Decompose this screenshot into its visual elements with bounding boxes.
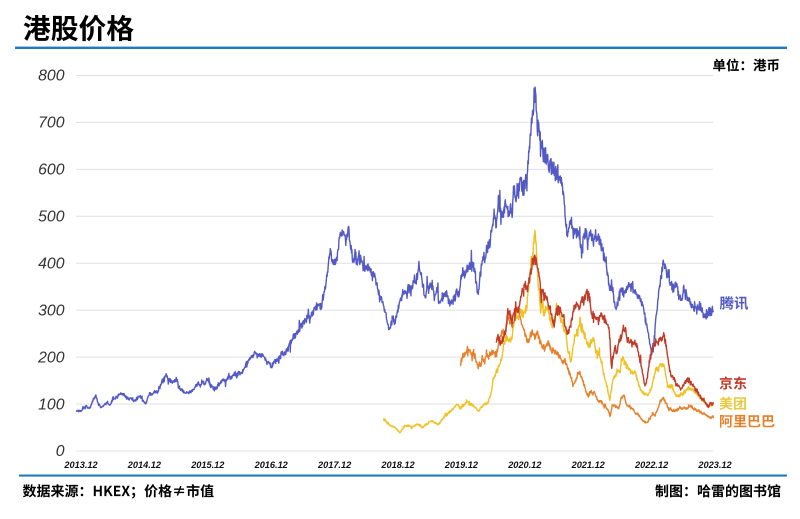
svg-text:2016.12: 2016.12 — [254, 460, 289, 470]
svg-text:2021.12: 2021.12 — [571, 460, 606, 470]
svg-text:2023.12: 2023.12 — [697, 460, 732, 470]
svg-text:400: 400 — [38, 255, 65, 272]
svg-text:2018.12: 2018.12 — [380, 460, 415, 470]
svg-text:600: 600 — [38, 162, 65, 179]
svg-text:2017.12: 2017.12 — [317, 460, 352, 470]
svg-text:2020.12: 2020.12 — [507, 460, 542, 470]
svg-text:500: 500 — [38, 209, 65, 226]
svg-text:2022.12: 2022.12 — [634, 460, 669, 470]
svg-text:0: 0 — [56, 443, 65, 460]
svg-text:2015.12: 2015.12 — [190, 460, 225, 470]
svg-text:100: 100 — [38, 396, 65, 413]
svg-text:200: 200 — [37, 349, 65, 366]
svg-text:2014.12: 2014.12 — [127, 460, 162, 470]
svg-text:800: 800 — [38, 68, 65, 85]
svg-text:2019.12: 2019.12 — [444, 460, 479, 470]
svg-text:700: 700 — [38, 115, 65, 132]
svg-text:300: 300 — [38, 302, 65, 319]
svg-text:2013.12: 2013.12 — [63, 460, 98, 470]
